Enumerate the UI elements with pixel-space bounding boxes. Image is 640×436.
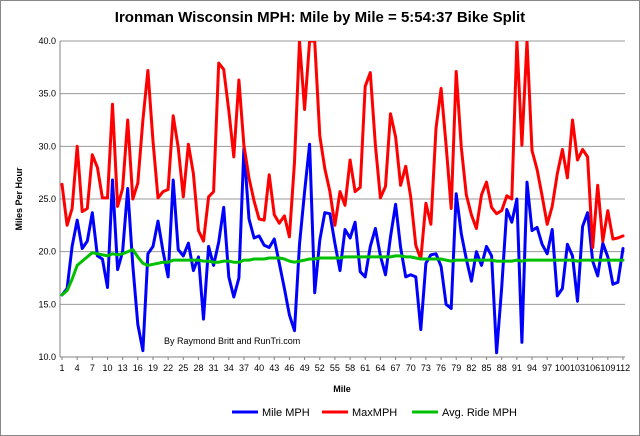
chart-title: Ironman Wisconsin MPH: Mile by Mile = 5:… — [115, 9, 525, 26]
series-line-maxmph — [60, 41, 625, 261]
x-tick-label: 85 — [482, 363, 492, 373]
legend-entry: Mile MPH — [262, 407, 310, 419]
x-tick-label: 82 — [466, 363, 476, 373]
x-tick-label: 67 — [391, 363, 401, 373]
chart-annotation: By Raymond Britt and RunTri.com — [164, 336, 300, 346]
x-tick-label: 28 — [193, 363, 203, 373]
x-tick-label: 94 — [527, 363, 537, 373]
x-tick-label: 76 — [436, 363, 446, 373]
x-tick-label: 16 — [133, 363, 143, 373]
series-line-mile-mph — [60, 142, 625, 355]
y-axis-label: Miles Per Hour — [14, 167, 24, 231]
legend-entry: MaxMPH — [352, 407, 397, 419]
plot-area: 10.0 15.0 20.0 25.0 30.0 35.0 40.0 1 4 7 10 13 16 19 2… — [38, 36, 630, 373]
x-tick-label: 70 — [406, 363, 416, 373]
x-tick-label: 73 — [421, 363, 431, 373]
x-tick-label: 52 — [315, 363, 325, 373]
y-tick-label: 20.0 — [38, 247, 56, 257]
y-tick-label: 10.0 — [38, 352, 56, 362]
x-tick-label: 13 — [118, 363, 128, 373]
x-tick-label: 61 — [360, 363, 370, 373]
x-tick-label: 100 — [555, 363, 570, 373]
y-tick-label: 30.0 — [38, 141, 56, 151]
x-tick-label: 64 — [375, 363, 385, 373]
x-tick-label: 106 — [585, 363, 600, 373]
x-tick-label: 37 — [239, 363, 249, 373]
x-tick-label: 19 — [148, 363, 158, 373]
x-tick-label: 7 — [90, 363, 95, 373]
y-tick-label: 15.0 — [38, 299, 56, 309]
x-tick-label: 22 — [163, 363, 173, 373]
y-tick-label: 25.0 — [38, 194, 56, 204]
x-tick-label: 43 — [269, 363, 279, 373]
x-tick-label: 4 — [75, 363, 80, 373]
x-tick-label: 34 — [224, 363, 234, 373]
x-tick-label: 40 — [254, 363, 264, 373]
legend: Mile MPH MaxMPH Avg. Ride MPH — [232, 407, 517, 419]
y-tick-label: 40.0 — [38, 36, 56, 46]
y-tick-label: 35.0 — [38, 89, 56, 99]
x-tick-label: 112 — [616, 363, 630, 373]
x-tick-label: 103 — [570, 363, 585, 373]
legend-entry: Avg. Ride MPH — [442, 407, 517, 419]
x-tick-label: 25 — [178, 363, 188, 373]
x-tick-label: 58 — [345, 363, 355, 373]
x-tick-label: 46 — [284, 363, 294, 373]
series-line-avg-ride-mph — [60, 248, 625, 297]
x-tick-label: 97 — [542, 363, 552, 373]
x-tick-label: 91 — [512, 363, 522, 373]
x-axis-label: Mile — [333, 384, 351, 394]
x-tick-label: 88 — [497, 363, 507, 373]
series-group — [60, 41, 625, 355]
x-tick-label: 49 — [300, 363, 310, 373]
x-tick-label: 79 — [451, 363, 461, 373]
x-tick-label: 10 — [102, 363, 112, 373]
x-tick-label: 55 — [330, 363, 340, 373]
x-tick-label: 109 — [600, 363, 615, 373]
x-tick-label: 1 — [59, 363, 64, 373]
x-tick-label: 31 — [209, 363, 219, 373]
